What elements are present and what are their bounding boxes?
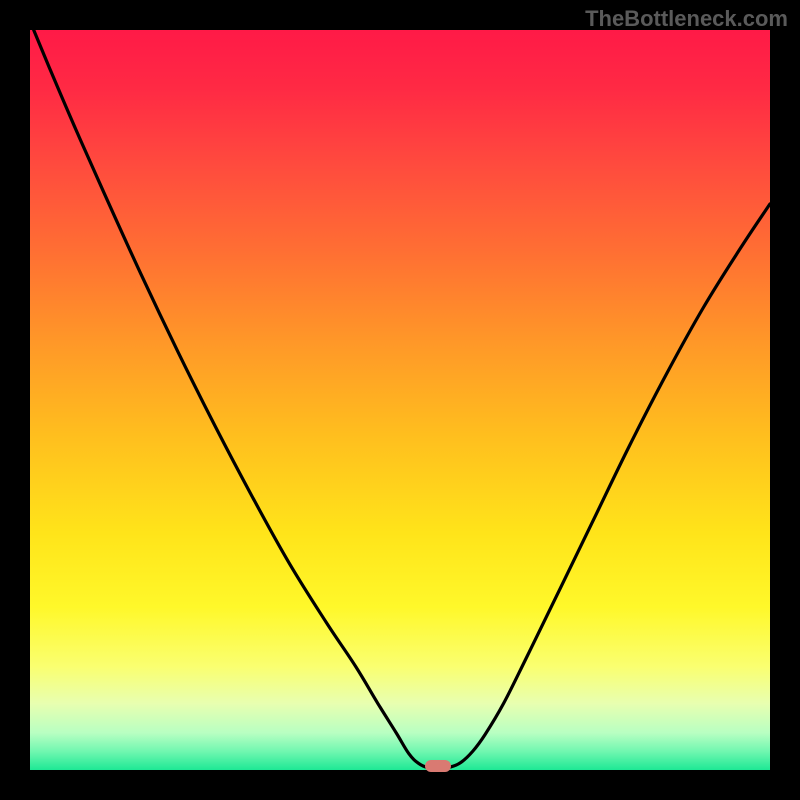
min-marker (425, 760, 451, 772)
chart-frame: TheBottleneck.com (0, 0, 800, 800)
plot-area (30, 30, 770, 770)
bottleneck-curve (30, 30, 770, 770)
watermark-text: TheBottleneck.com (585, 6, 788, 32)
curve-path (34, 30, 770, 769)
